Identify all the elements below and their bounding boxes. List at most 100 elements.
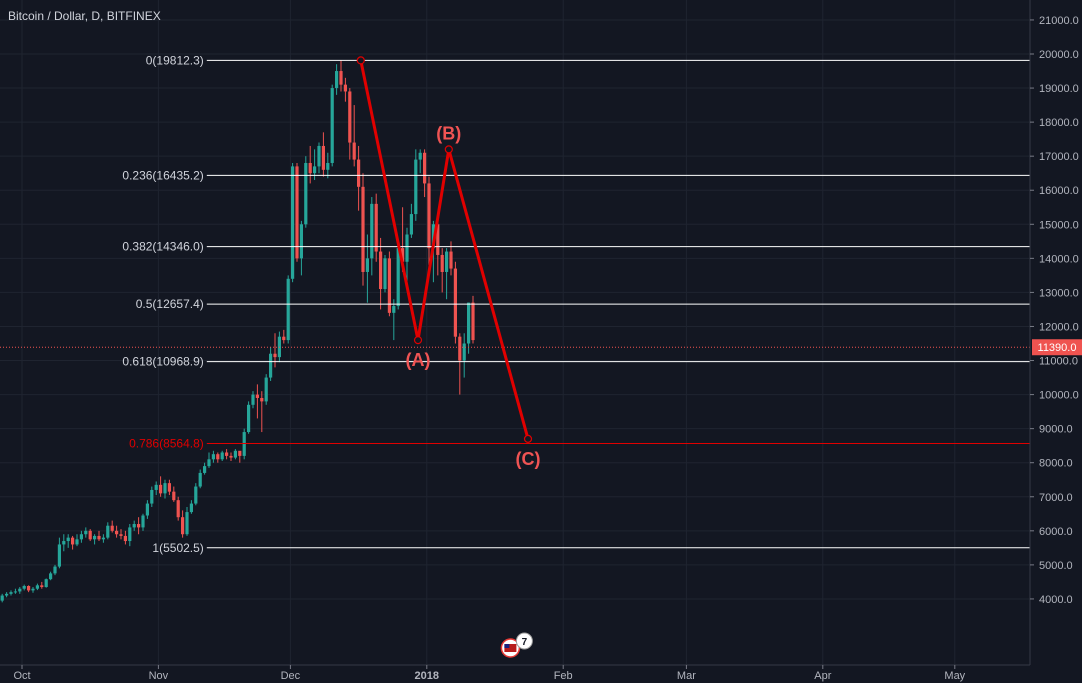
candle-body <box>62 541 66 545</box>
candle-body <box>440 254 444 272</box>
candle-body <box>317 145 321 167</box>
candle-body <box>44 579 48 588</box>
candle-body <box>97 535 101 540</box>
candle-body <box>145 503 149 516</box>
grid <box>0 0 1030 665</box>
candle-body <box>295 166 299 259</box>
candle-body <box>445 251 449 272</box>
candle-body <box>137 524 141 528</box>
candle-body <box>299 224 303 259</box>
price-tick-label: 5000.0 <box>1039 560 1073 572</box>
candle-body <box>79 534 83 540</box>
events-badge[interactable]: 7 <box>500 632 533 658</box>
candle-body <box>286 278 290 341</box>
candle-body <box>128 527 132 542</box>
candle-body <box>185 512 189 535</box>
candle-body <box>260 397 264 402</box>
candle-body <box>392 306 396 313</box>
price-tick-label: 13000.0 <box>1039 287 1079 299</box>
wave-point <box>523 434 533 443</box>
candles <box>0 60 475 603</box>
candle-body <box>423 152 427 184</box>
price-tick-label: 15000.0 <box>1039 219 1079 231</box>
fib-label-0.618: 0.618(10968.9) <box>122 355 203 369</box>
candle-body <box>93 535 97 540</box>
candle-body <box>379 251 383 290</box>
fib-label-0: 0(19812.3) <box>146 53 204 67</box>
time-tick-label: Dec <box>281 670 301 682</box>
candle-body <box>321 145 325 170</box>
current-price-badge <box>1032 339 1082 356</box>
time-tick-label: Apr <box>814 670 831 682</box>
candle-body <box>84 530 88 535</box>
candle-body <box>247 404 251 433</box>
price-tick-label: 9000.0 <box>1039 424 1073 436</box>
candle-body <box>172 491 176 501</box>
candle-body <box>370 203 374 259</box>
candle-body <box>150 489 154 504</box>
candle-body <box>233 450 237 458</box>
candle-body <box>405 234 409 262</box>
candle-body <box>326 162 330 170</box>
time-tick-label: 2018 <box>415 670 439 682</box>
time-tick-label: Mar <box>677 670 696 682</box>
price-tick-label: 4000.0 <box>1039 594 1073 606</box>
candle-body <box>357 159 361 187</box>
fibonacci-levels: 0(19812.3) 0.236(16435.2) 0.382(14346.0) 0.… <box>0 53 1030 555</box>
candle-body <box>31 588 35 591</box>
candle-body <box>9 592 13 594</box>
candle-body <box>216 454 220 460</box>
candle-body <box>57 544 61 567</box>
time-tick-label: Oct <box>13 670 30 682</box>
candle-body <box>71 537 75 545</box>
candle-body <box>330 88 334 163</box>
fib-label-0.382: 0.382(14346.0) <box>122 240 203 254</box>
candle-body <box>418 152 422 160</box>
price-tick-label: 16000.0 <box>1039 185 1079 197</box>
candle-body <box>66 537 70 542</box>
time-tick-label: Feb <box>554 670 573 682</box>
candle-body <box>348 91 352 143</box>
candle-body <box>291 166 295 279</box>
candle-body <box>238 450 242 456</box>
candle-body <box>255 394 259 398</box>
price-axis[interactable]: 4000.0 5000.0 6000.0 7000.0 8000.0 9000.0 1000… <box>1029 0 1082 665</box>
candle-body <box>352 142 356 160</box>
flag-icon-canton <box>504 644 510 648</box>
price-tick-label: 11000.0 <box>1039 356 1078 368</box>
candle-body <box>427 183 431 249</box>
candle-body <box>167 483 171 492</box>
badge-count: 7 <box>522 637 528 648</box>
candle-body <box>141 515 145 528</box>
candle-body <box>189 503 193 513</box>
wave-point <box>444 145 453 154</box>
wave-point <box>356 56 365 65</box>
wave-label: (B) <box>436 123 461 143</box>
candle-body <box>374 203 378 252</box>
price-tick-label: 10000.0 <box>1039 390 1079 402</box>
candle-body <box>194 486 198 504</box>
badge-count-bubble <box>515 632 533 650</box>
candle-body <box>101 537 105 540</box>
candle-body <box>132 524 136 528</box>
candle-body <box>242 432 246 456</box>
candle-body <box>27 585 31 591</box>
candle-body <box>396 248 400 307</box>
candle-body <box>251 394 255 405</box>
time-tick-label: Nov <box>149 670 169 682</box>
candle-body <box>115 530 119 535</box>
candle-body <box>5 593 9 596</box>
price-tick-label: 18000.0 <box>1039 117 1079 129</box>
candle-body <box>0 595 4 601</box>
candle-body <box>387 258 391 313</box>
candle-body <box>53 566 57 574</box>
candle-body <box>40 585 44 588</box>
wave-point <box>413 335 423 345</box>
candle-body <box>88 530 92 540</box>
candle-body <box>467 302 471 344</box>
time-axis[interactable]: Oct Nov Dec 2018 Feb Mar Apr May <box>0 664 1030 682</box>
candle-body <box>198 472 202 487</box>
price-tick-label: 12000.0 <box>1039 321 1079 333</box>
candle-body <box>49 573 53 580</box>
